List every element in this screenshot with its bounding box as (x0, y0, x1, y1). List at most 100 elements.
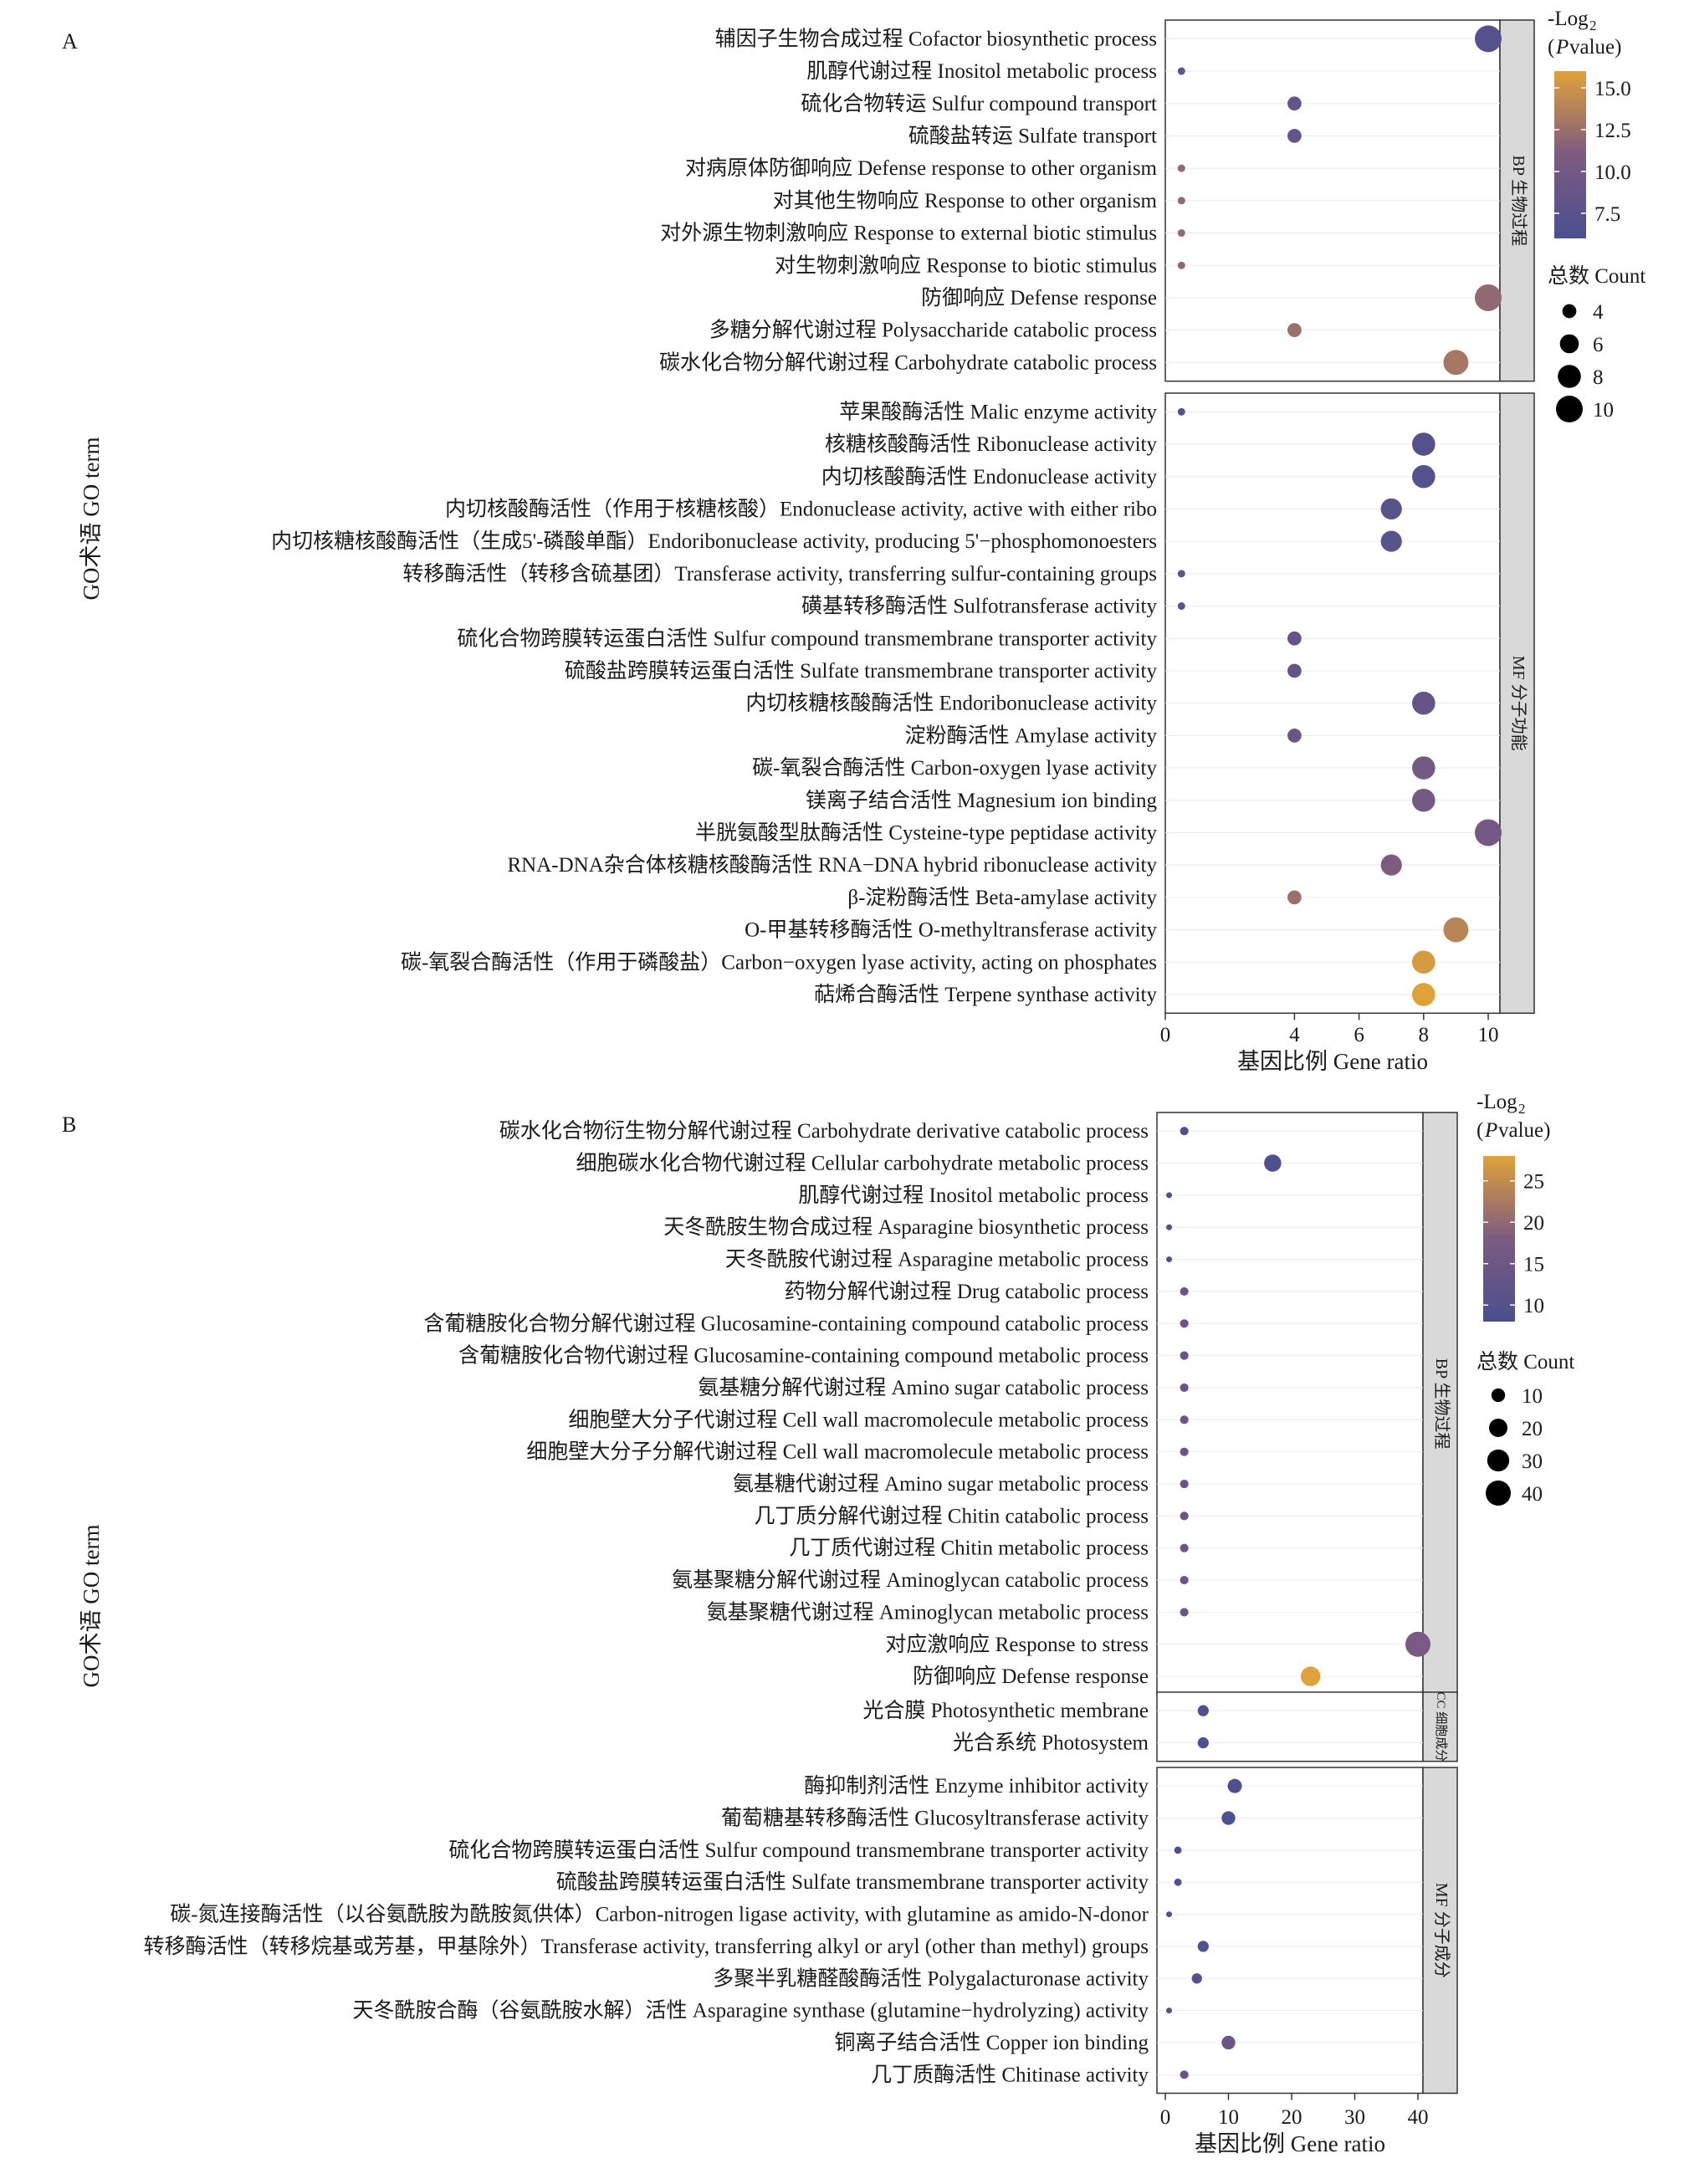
term-label: 核糖核酸酶活性 Ribonuclease activity (825, 432, 1158, 456)
data-point (1264, 1154, 1282, 1172)
term-label: 天冬酰胺合酶（谷氨酰胺水解）活性 Asparagine synthase (gl… (353, 1999, 1149, 2023)
term-label: 药物分解代谢过程 Drug catabolic process (785, 1280, 1149, 1303)
data-point (1180, 1543, 1189, 1552)
size-legend-dot (1489, 1419, 1507, 1437)
term-label: 内切核酸酶活性（作用于核糖核酸）Endonuclease activity, a… (445, 497, 1157, 520)
colour-tick-label: 15.0 (1594, 78, 1631, 100)
data-point (1443, 350, 1469, 376)
colour-tick-label: 25 (1523, 1171, 1544, 1194)
data-point (1300, 1666, 1321, 1686)
data-point (1174, 1846, 1182, 1854)
data-point (1166, 1224, 1173, 1230)
term-label: 碳水化合物衍生物分解代谢过程 Carbohydrate derivative c… (499, 1119, 1149, 1143)
data-point (1221, 2035, 1236, 2050)
data-point (1411, 432, 1436, 456)
data-point (1380, 854, 1402, 876)
term-label: 硫酸盐跨膜转运蛋白活性 Sulfate transmembrane transp… (556, 1870, 1149, 1894)
data-point (1180, 2070, 1189, 2079)
data-point (1177, 67, 1185, 75)
x-tick-label: 10 (1218, 2106, 1239, 2129)
data-point (1443, 917, 1469, 943)
facet-strip-label: BP 生物过程 (1432, 1358, 1451, 1450)
term-label: 转移酶活性（转移含硫基团）Transferase activity, trans… (402, 562, 1157, 586)
legend-title-line2b: value) (1498, 1119, 1550, 1142)
data-point (1227, 1778, 1242, 1793)
term-label: 含葡糖胺化合物代谢过程 Glucosamine-containing compo… (458, 1344, 1149, 1368)
legend-title-line1: -Log (1548, 8, 1589, 30)
term-label: 几丁质酶活性 Chitinase activity (871, 2063, 1149, 2086)
term-label: 苹果酸酶活性 Malic enzyme activity (839, 400, 1157, 423)
data-point (1166, 1256, 1173, 1263)
size-legend: 总数 Count 4 6 8 10 (1548, 264, 1645, 422)
term-label: O-甲基转移酶活性 O-methyltransferase activity (745, 918, 1157, 942)
data-point (1166, 1911, 1173, 1918)
term-label: 对外源生物刺激响应 Response to external biotic st… (660, 222, 1157, 245)
term-label: 天冬酰胺生物合成过程 Asparagine biosynthetic proce… (663, 1215, 1149, 1239)
size-legend-dot (1486, 1481, 1511, 1506)
size-legend-label: 20 (1522, 1418, 1543, 1440)
data-point (1475, 25, 1502, 53)
term-label: 对病原体防御响应 Defense response to other organ… (685, 156, 1158, 180)
size-legend-dot (1559, 334, 1579, 354)
term-label: RNA-DNA杂合体核糖核酸酶活性 RNA−DNA hybrid ribonuc… (507, 853, 1157, 877)
term-label: 硫酸盐转运 Sulfate transport (908, 124, 1157, 147)
term-label: 铜离子结合活性 Copper ion binding (834, 2031, 1149, 2054)
data-point (1177, 407, 1185, 416)
term-label: 对生物刺激响应 Response to biotic stimulus (775, 253, 1157, 277)
data-point (1180, 1608, 1189, 1617)
term-label: 转移酶活性（转移烷基或芳基，甲基除外）Transferase activity,… (144, 1935, 1149, 1958)
legend-title-italic: P (1555, 36, 1569, 59)
data-point (1191, 1973, 1202, 1984)
data-point (1221, 1811, 1236, 1825)
term-label: 辅因子生物合成过程 Cofactor biosynthetic process (715, 27, 1157, 50)
facet-1: CC 细胞成分 光合膜 Photosynthetic membrane 光合系统 P… (862, 1691, 1458, 1762)
data-point (1287, 728, 1302, 743)
term-label: 淀粉酶活性 Amylase activity (905, 724, 1158, 747)
data-point (1287, 129, 1302, 143)
term-label: 氨基聚糖代谢过程 Aminoglycan metabolic process (707, 1600, 1149, 1624)
facet-1: MF 分子功能 苹果酸酶活性 Malic enzyme activity 核糖核酸酶… (271, 392, 1535, 1015)
term-label: 光合系统 Photosystem (953, 1731, 1149, 1755)
facet-strip (1422, 1112, 1458, 1696)
term-label: 硫化合物跨膜转运蛋白活性 Sulfur compound transmembra… (457, 627, 1157, 650)
colour-legend: -Log 2 (P value) 10 15 20 25 (1476, 1091, 1550, 1322)
facet-0: BP 生物过程 辅因子生物合成过程 Cofactor biosynthetic p… (659, 19, 1535, 382)
data-point (1287, 663, 1302, 678)
term-label: 多聚半乳糖醛酸酶活性 Polygalacturonase activity (713, 1967, 1149, 1990)
x-tick-label: 6 (1354, 1024, 1364, 1046)
term-label: 硫化合物转运 Sulfur compound transport (801, 92, 1157, 115)
size-legend-label: 40 (1522, 1483, 1543, 1506)
data-point (1411, 788, 1436, 812)
term-label: 含葡糖胺化合物分解代谢过程 Glucosamine-containing com… (423, 1312, 1149, 1335)
x-tick-label: 4 (1289, 1024, 1300, 1046)
data-point (1180, 1511, 1189, 1521)
data-point (1174, 1878, 1182, 1886)
data-point (1475, 284, 1502, 311)
term-label: 镁离子结合活性 Magnesium ion binding (806, 789, 1158, 812)
data-point (1177, 570, 1185, 578)
term-label: 对应激响应 Response to stress (885, 1633, 1149, 1656)
x-tick-label: 30 (1344, 2106, 1365, 2129)
term-label: 细胞碳水化合物代谢过程 Cellular carbohydrate metabo… (576, 1152, 1149, 1175)
data-point (1180, 1319, 1189, 1328)
legend-title-italic: P (1484, 1119, 1497, 1142)
data-point (1380, 530, 1402, 552)
size-legend-dot (1556, 396, 1583, 422)
facet-panel (1156, 1691, 1424, 1762)
data-point (1180, 1351, 1189, 1360)
colour-bar (1483, 1156, 1515, 1322)
data-point (1177, 229, 1185, 238)
size-legend-label: 6 (1593, 334, 1604, 356)
size-legend: 总数 Count 10 20 30 40 (1476, 1350, 1574, 1506)
x-tick-label: 40 (1408, 2106, 1429, 2129)
legend-title-line2: ( (1548, 36, 1554, 59)
term-label: 内切核糖核酸酶活性（生成5'-磷酸单酯）Endoribonuclease act… (271, 529, 1157, 553)
colour-tick-label: 15 (1523, 1254, 1544, 1276)
size-legend-label: 4 (1593, 301, 1604, 324)
term-label: 碳-氮连接酶活性（以谷氨酰胺为酰胺氮供体）Carbon-nitrogen lig… (170, 1903, 1149, 1926)
data-point (1197, 1705, 1209, 1716)
colour-legend: -Log 2 (P value) 7.5 10.0 12.5 15.0 (1548, 8, 1631, 238)
term-label: 内切核酸酶活性 Endonuclease activity (821, 465, 1158, 488)
data-point (1177, 602, 1185, 611)
term-label: 防御响应 Defense response (921, 286, 1157, 309)
